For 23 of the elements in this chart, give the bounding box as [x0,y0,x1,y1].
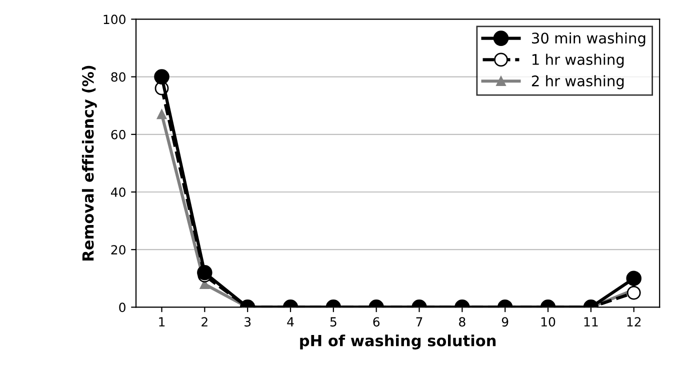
y-tick-label: 40 [110,187,126,197]
x-tick-label: 1 [159,317,165,326]
x-tick-label: 10 [541,317,556,327]
x-axis-title: pH of washing solution [300,334,496,350]
x-tick-label: 2 [202,317,208,326]
x-tick-label: 6 [373,317,380,327]
y-tick-label: 0 [119,302,126,312]
legend-label: 1 hr washing [532,54,624,68]
x-tick-label: 3 [244,317,251,327]
y-tick-label: 100 [104,14,126,24]
x-tick-label: 4 [287,317,294,326]
x-tick-label: 11 [584,317,598,326]
y-tick-label: 80 [111,72,126,82]
x-tick-label: 12 [627,317,641,326]
y-tick-label: 60 [111,130,126,140]
y-tick-label: 20 [111,245,126,255]
x-tick-label: 8 [459,317,466,327]
y-axis-title: Removal efficiency (%) [82,66,97,260]
x-tick-label: 9 [502,317,508,327]
x-tick-label: 5 [330,317,336,327]
x-tick-label: 7 [416,317,422,326]
legend-label: 2 hr washing [532,75,624,90]
legend-label: 30 min washing [532,32,646,46]
